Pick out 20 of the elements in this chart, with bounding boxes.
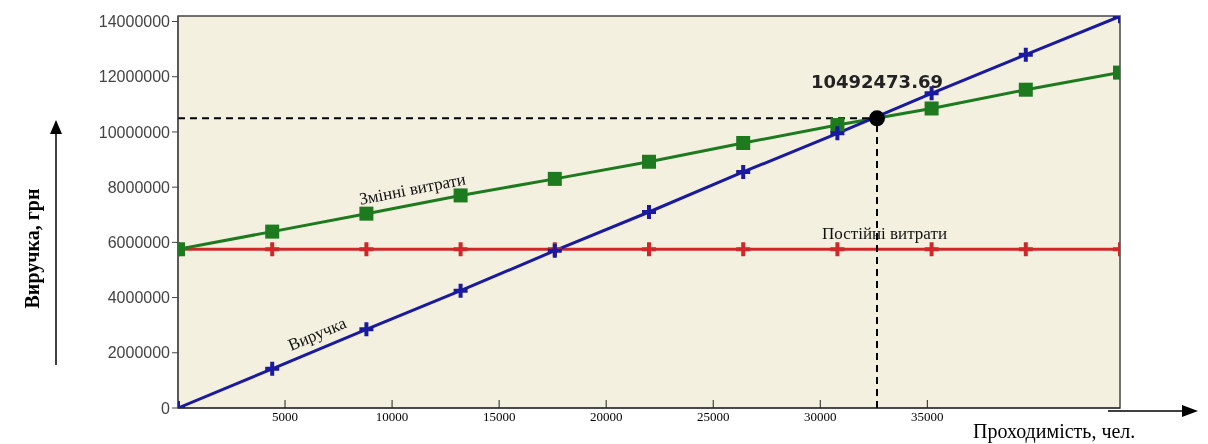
- annotation: 10492473.69: [810, 71, 944, 93]
- x-axis-title: Проходимість, чел.: [973, 420, 1136, 443]
- y-tick-label: 2000000: [107, 344, 171, 362]
- x-tick-label: 5000: [272, 409, 299, 425]
- x-tick-label: 15000: [482, 409, 516, 425]
- y-tick-label: 4000000: [107, 289, 171, 307]
- y-tick-label: 12000000: [98, 68, 171, 86]
- y-tick-label: 0: [161, 399, 171, 417]
- y-tick-label: 6000000: [107, 234, 171, 252]
- x-tick-label: 10000: [375, 409, 409, 425]
- x-tick-label: 25000: [696, 409, 730, 425]
- x-tick-label: 30000: [804, 409, 837, 425]
- x-tick-label: 35000: [911, 409, 944, 425]
- series-label: Постійні витрати: [822, 224, 947, 244]
- y-tick-label: 10000000: [98, 123, 171, 141]
- y-tick-label: 8000000: [107, 178, 171, 196]
- text: Змінні витрати: [357, 169, 468, 209]
- y-axis-title: Виручка, грн: [21, 188, 45, 308]
- x-tick-label: 20000: [589, 409, 623, 425]
- y-tick-label: 14000000: [98, 13, 171, 31]
